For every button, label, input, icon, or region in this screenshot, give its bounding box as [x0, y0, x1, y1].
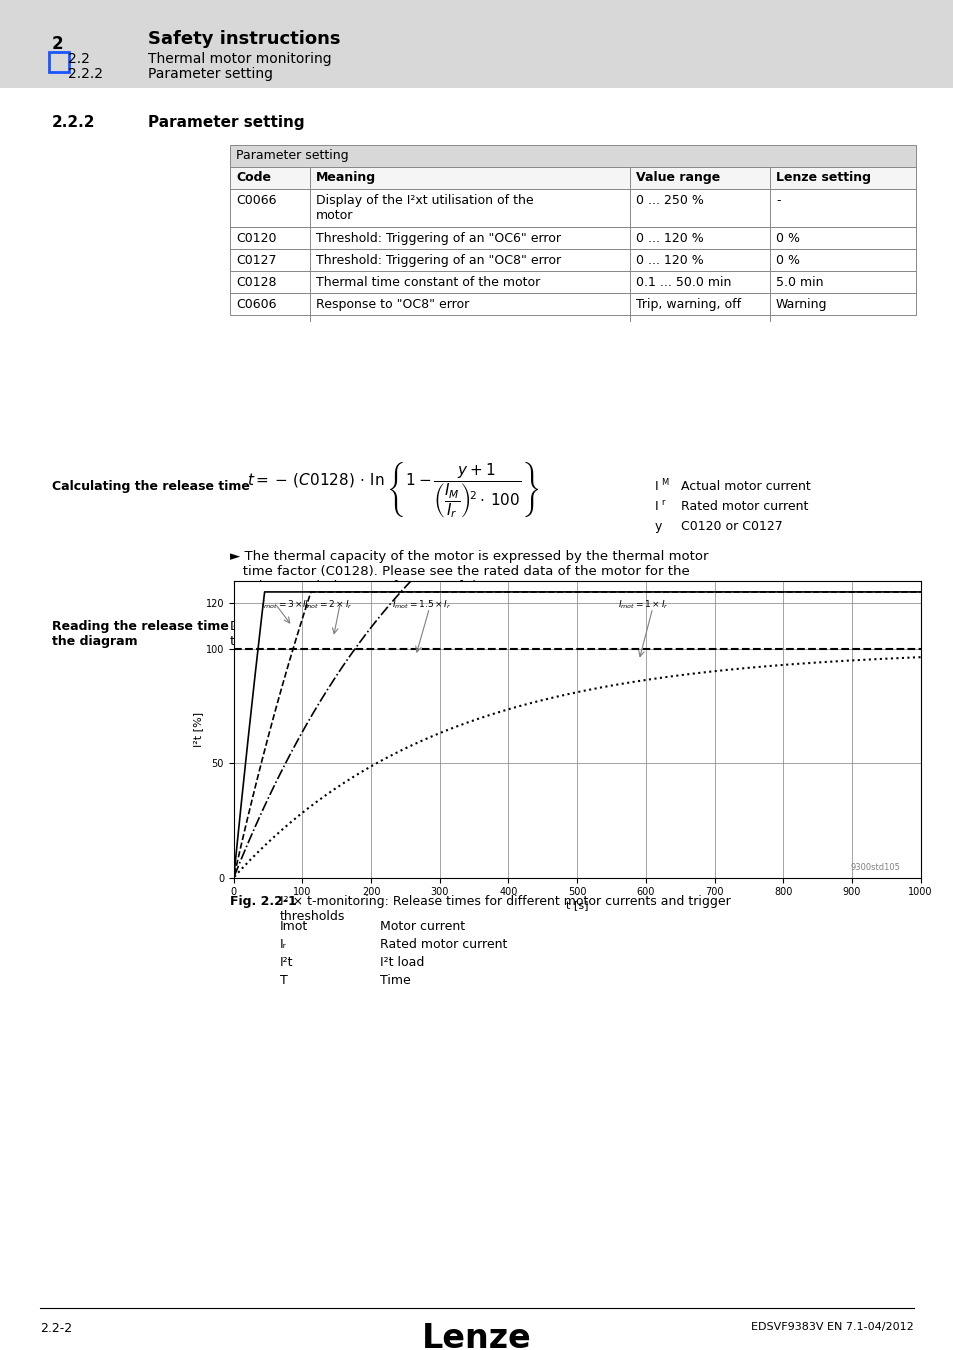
Text: 9300std105: 9300std105: [849, 863, 899, 872]
Text: Rated motor current: Rated motor current: [672, 500, 807, 513]
Text: I: I: [655, 500, 658, 513]
Text: ► The thermal capacity of the motor is expressed by the thermal motor
   time fa: ► The thermal capacity of the motor is e…: [230, 549, 708, 593]
Text: $I_{mot} = 1 \times I_r$: $I_{mot} = 1 \times I_r$: [618, 599, 668, 612]
Bar: [230, 271, 915, 293]
Bar: [0, 0, 953, 88]
Text: Parameter setting: Parameter setting: [148, 115, 304, 130]
Bar: [230, 227, 915, 248]
Text: EDSVF9383V EN 7.1-04/2012: EDSVF9383V EN 7.1-04/2012: [750, 1322, 913, 1332]
Text: I²t: I²t: [280, 956, 294, 969]
Text: 2.2-2: 2.2-2: [40, 1322, 72, 1335]
Text: C0120 or C0127: C0120 or C0127: [672, 520, 781, 533]
Text: Lenze: Lenze: [421, 1322, 532, 1350]
Text: Imot: Imot: [280, 919, 308, 933]
Text: 0.1 ... 50.0 min: 0.1 ... 50.0 min: [636, 275, 731, 289]
Text: Parameter setting: Parameter setting: [235, 148, 348, 162]
Text: C0127: C0127: [235, 254, 276, 267]
Text: Safety instructions: Safety instructions: [148, 30, 340, 49]
Text: 0 ... 250 %: 0 ... 250 %: [636, 194, 703, 207]
Text: 2.2.2: 2.2.2: [68, 68, 103, 81]
Text: 5.0 min: 5.0 min: [775, 275, 822, 289]
Text: Warning: Warning: [775, 298, 826, 311]
Text: $I_{mot} = 1.5 \times I_r$: $I_{mot} = 1.5 \times I_r$: [392, 599, 451, 612]
Text: Motor current: Motor current: [379, 919, 465, 933]
Bar: [230, 189, 915, 227]
Text: C0120: C0120: [235, 232, 276, 244]
Text: 2.2: 2.2: [68, 53, 90, 66]
Text: 0 %: 0 %: [775, 254, 800, 267]
Text: C0066: C0066: [235, 194, 276, 207]
Text: I²t load: I²t load: [379, 956, 424, 969]
Text: 0 ... 120 %: 0 ... 120 %: [636, 232, 703, 244]
Y-axis label: I²t [%]: I²t [%]: [193, 711, 203, 747]
Text: -: -: [775, 194, 780, 207]
Text: Code: Code: [235, 171, 271, 184]
Text: Rated motor current: Rated motor current: [379, 938, 507, 950]
Text: Fig. 2.2-1: Fig. 2.2-1: [230, 895, 296, 909]
Text: C0128: C0128: [235, 275, 276, 289]
Text: Threshold: Triggering of an "OC6" error: Threshold: Triggering of an "OC6" error: [315, 232, 560, 244]
Text: 0 ... 120 %: 0 ... 120 %: [636, 254, 703, 267]
Text: Parameter setting: Parameter setting: [148, 68, 273, 81]
Text: I² × t-monitoring: Release times for different motor currents and trigger
thresh: I² × t-monitoring: Release times for dif…: [280, 895, 730, 923]
X-axis label: t [s]: t [s]: [565, 900, 588, 910]
Text: M: M: [660, 478, 667, 487]
Text: Calculating the release time: Calculating the release time: [52, 481, 250, 493]
Text: Actual motor current: Actual motor current: [672, 481, 810, 493]
Bar: [230, 293, 915, 315]
Text: y: y: [655, 520, 661, 533]
Text: 0 %: 0 %: [775, 232, 800, 244]
Text: T: T: [280, 973, 288, 987]
Text: Diagram for the determination of the release times of a motor with a
thermal mot: Diagram for the determination of the rel…: [230, 620, 690, 648]
Text: I: I: [655, 481, 658, 493]
Text: 2.2.2: 2.2.2: [52, 115, 95, 130]
Text: Thermal motor monitoring: Thermal motor monitoring: [148, 53, 332, 66]
Text: $I_{mot} = 3 \times I_r$: $I_{mot} = 3 \times I_r$: [261, 599, 312, 612]
Text: Response to "OC8" error: Response to "OC8" error: [315, 298, 469, 311]
Text: Reading the release time off
the diagram: Reading the release time off the diagram: [52, 620, 253, 648]
Text: Time: Time: [379, 973, 411, 987]
Text: Thermal time constant of the motor: Thermal time constant of the motor: [315, 275, 539, 289]
Bar: [49, 53, 69, 72]
Text: Lenze setting: Lenze setting: [775, 171, 870, 184]
Text: C0606: C0606: [235, 298, 276, 311]
Text: Trip, warning, off: Trip, warning, off: [636, 298, 740, 311]
Text: Value range: Value range: [636, 171, 720, 184]
Bar: [230, 248, 915, 271]
Text: Display of the I²xt utilisation of the
motor: Display of the I²xt utilisation of the m…: [315, 194, 533, 221]
Text: $t = -\,(C0128)\,\cdot\,\ln\left\{1 - \dfrac{y + 1}{\left(\dfrac{I_M}{I_r}\right: $t = -\,(C0128)\,\cdot\,\ln\left\{1 - \d…: [247, 459, 538, 520]
Bar: [230, 167, 915, 189]
Text: r: r: [660, 498, 664, 508]
Bar: [230, 144, 915, 167]
Text: Threshold: Triggering of an "OC8" error: Threshold: Triggering of an "OC8" error: [315, 254, 560, 267]
Text: $I_{mot} = 2 \times I_r$: $I_{mot} = 2 \times I_r$: [302, 599, 353, 612]
Text: 2: 2: [52, 35, 64, 53]
Text: Iᵣ: Iᵣ: [280, 938, 287, 950]
Text: Meaning: Meaning: [315, 171, 375, 184]
